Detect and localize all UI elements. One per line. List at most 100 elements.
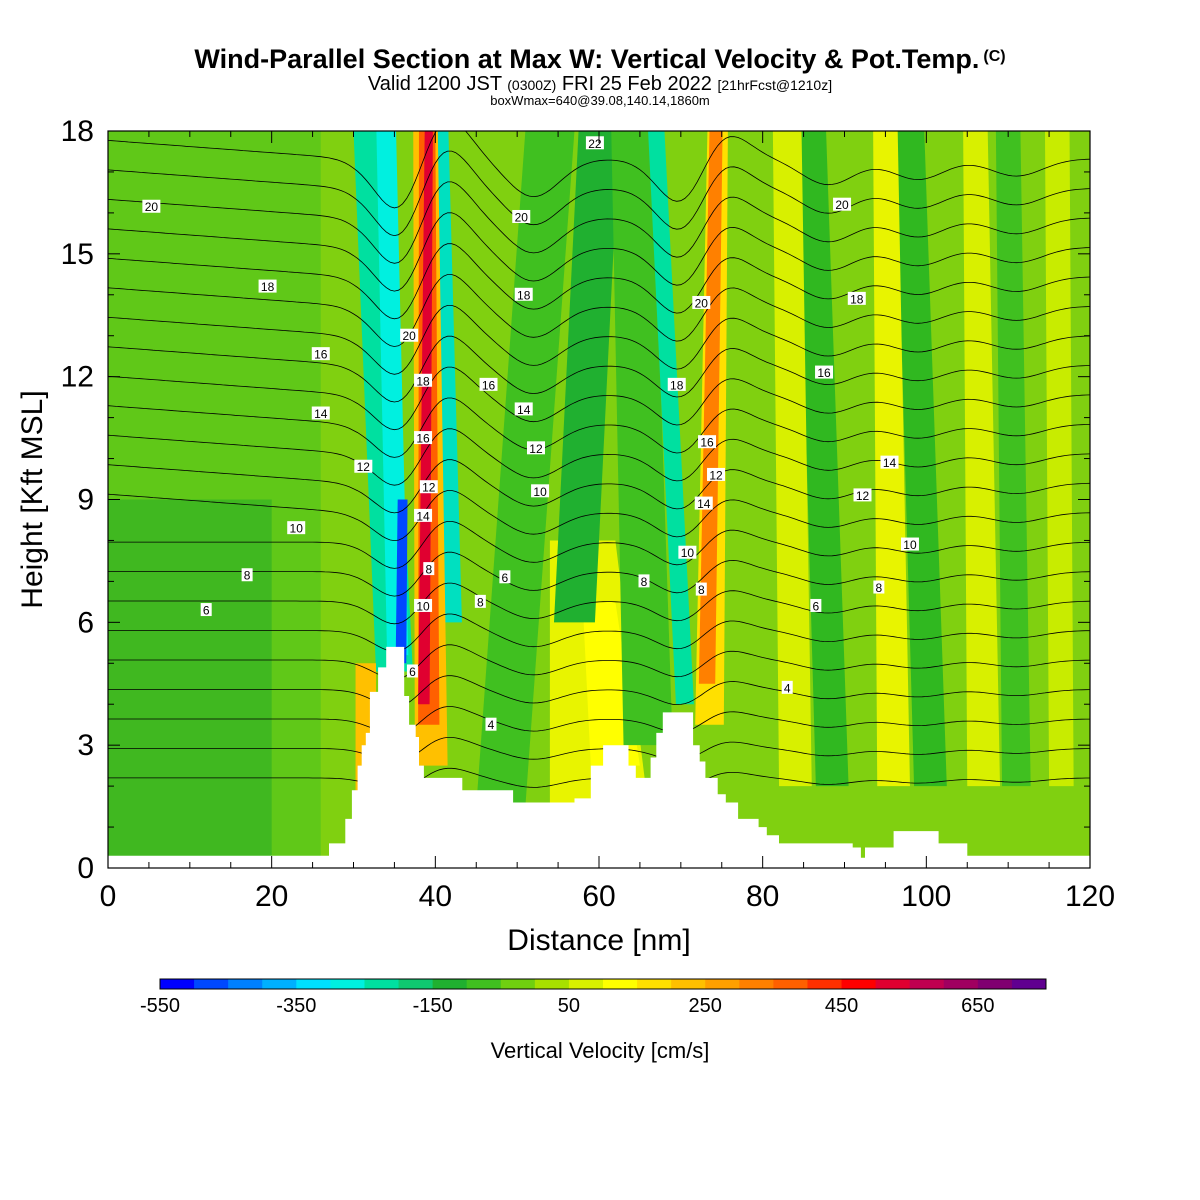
contour-label-box (781, 680, 793, 694)
contour-label-box (833, 197, 852, 211)
y-tick-label: 9 (77, 484, 94, 517)
contour-label-text: 12 (709, 468, 723, 482)
contour-label: 14 (414, 508, 433, 523)
contour-label-text: 14 (314, 407, 328, 421)
theta-contour-line (108, 131, 1090, 209)
colorbar-swatch (705, 979, 740, 989)
contour-label: 14 (880, 455, 899, 470)
colorbar-tick-label: 450 (825, 995, 858, 1017)
contour-label-box (695, 582, 707, 596)
field-green-66 (611, 131, 673, 746)
contour-label: 20 (400, 328, 419, 343)
theta-contour-line (108, 490, 1090, 542)
contour-label-text: 18 (416, 374, 430, 388)
contour-label-text: 22 (588, 137, 602, 151)
contour-label-text: 16 (700, 436, 714, 450)
colorbar-swatch (466, 979, 502, 989)
contour-label-text: 12 (422, 481, 436, 495)
colorbar-swatch (228, 979, 263, 989)
contour-label-box (526, 441, 545, 455)
y-tick-label: 3 (77, 729, 94, 762)
contour-label-box (707, 467, 726, 481)
contour-label-text: 20 (402, 329, 416, 343)
contour-label-box (400, 328, 419, 342)
contour-label-box (354, 459, 373, 473)
theta-contour-line (108, 737, 1090, 763)
colorbar-swatch (637, 979, 672, 989)
colorbar-swatch (603, 979, 638, 989)
contour-label: 12 (419, 480, 438, 495)
contour-label-text: 14 (416, 509, 430, 523)
colorbar-label: Vertical Velocity [cm/s] (490, 1038, 710, 1063)
contour-label-text: 10 (416, 599, 430, 613)
theta-contour-line (108, 335, 1090, 403)
subtitle-main: Valid 1200 JST (367, 73, 502, 95)
contour-label: 8 (873, 580, 885, 595)
contour-label-box (406, 664, 418, 678)
field-downdraft-6 (995, 131, 1031, 787)
contour-label-box (200, 603, 212, 617)
contour-label: 20 (512, 209, 531, 224)
theta-contour-line (108, 305, 1090, 375)
contour-label: 20 (142, 199, 161, 214)
contour-label: 12 (526, 441, 545, 456)
contour-label-text: 18 (261, 280, 275, 294)
contour-label-box (638, 574, 650, 588)
contour-label-text: 18 (517, 288, 531, 302)
colorbar-swatch (773, 979, 808, 989)
title-tag: (C) (983, 48, 1006, 65)
x-tick-label: 0 (100, 880, 117, 913)
contour-label-box (142, 199, 161, 213)
contour-label-box (900, 537, 919, 551)
field-west-green-lower (108, 499, 272, 868)
contour-label-box (815, 365, 834, 379)
contour-label-text: 10 (533, 485, 547, 499)
colorbar-tick-label: -150 (413, 995, 453, 1017)
contour-label: 18 (847, 291, 866, 306)
y-axis-label: Height [Kft MSL] (16, 390, 49, 608)
contour-label: 6 (406, 664, 418, 679)
contour-label: 16 (479, 377, 498, 392)
contour-label-box (414, 431, 433, 445)
contour-label: 20 (833, 197, 852, 212)
theta-contour-line (108, 150, 1090, 237)
y-tick-label: 12 (61, 361, 94, 394)
contour-label-box (667, 377, 686, 391)
contour-labels: 20 18 16 14 12 10 8 6 20 18 16 12 14 8 10 6 22 20 18 16 14 12… (142, 136, 919, 732)
theta-contour-line (108, 706, 1090, 736)
contour-label-text: 6 (203, 604, 210, 618)
colorbar-tick-label: 650 (961, 995, 994, 1017)
colorbar: -550 -350 -150 50 250 450 650 (140, 978, 1047, 1017)
contour-label-text: 6 (502, 571, 509, 585)
y-tick-label: 15 (61, 238, 94, 271)
subtitle-date: FRI 25 Feb 2022 (561, 73, 712, 95)
contour-label: 22 (585, 136, 604, 151)
contour-label-box (414, 598, 433, 612)
contour-label-text: 10 (290, 522, 304, 536)
field-downdraft-5 (895, 131, 947, 787)
field-updraft-2 (698, 131, 723, 684)
contour-label: 16 (311, 347, 330, 362)
contour-label-text: 20 (515, 210, 529, 224)
colorbar-swatch (296, 979, 331, 989)
theta-contour-line (108, 212, 1090, 292)
contour-label-box (287, 521, 306, 535)
x-tick-label: 100 (901, 880, 951, 913)
contour-label-text: 14 (517, 403, 531, 417)
contour-label: 16 (815, 365, 834, 380)
contour-label-box (678, 545, 697, 559)
contour-label-box (514, 402, 533, 416)
theta-contour-line (108, 243, 1090, 320)
contour-label: 6 (499, 570, 511, 585)
contour-label-text: 8 (641, 575, 648, 589)
contour-label: 10 (900, 537, 919, 552)
subtitle-utc: (0300Z) (507, 77, 557, 93)
contour-label-text: 16 (482, 378, 496, 392)
colorbar-swatch (330, 979, 365, 989)
colorbar-swatch (909, 979, 945, 989)
contour-label-text: 12 (856, 489, 870, 503)
contour-label-text: 12 (529, 442, 543, 456)
y-tick-label: 6 (77, 606, 94, 639)
contour-label: 12 (707, 467, 726, 482)
contour-label-text: 8 (698, 583, 705, 597)
